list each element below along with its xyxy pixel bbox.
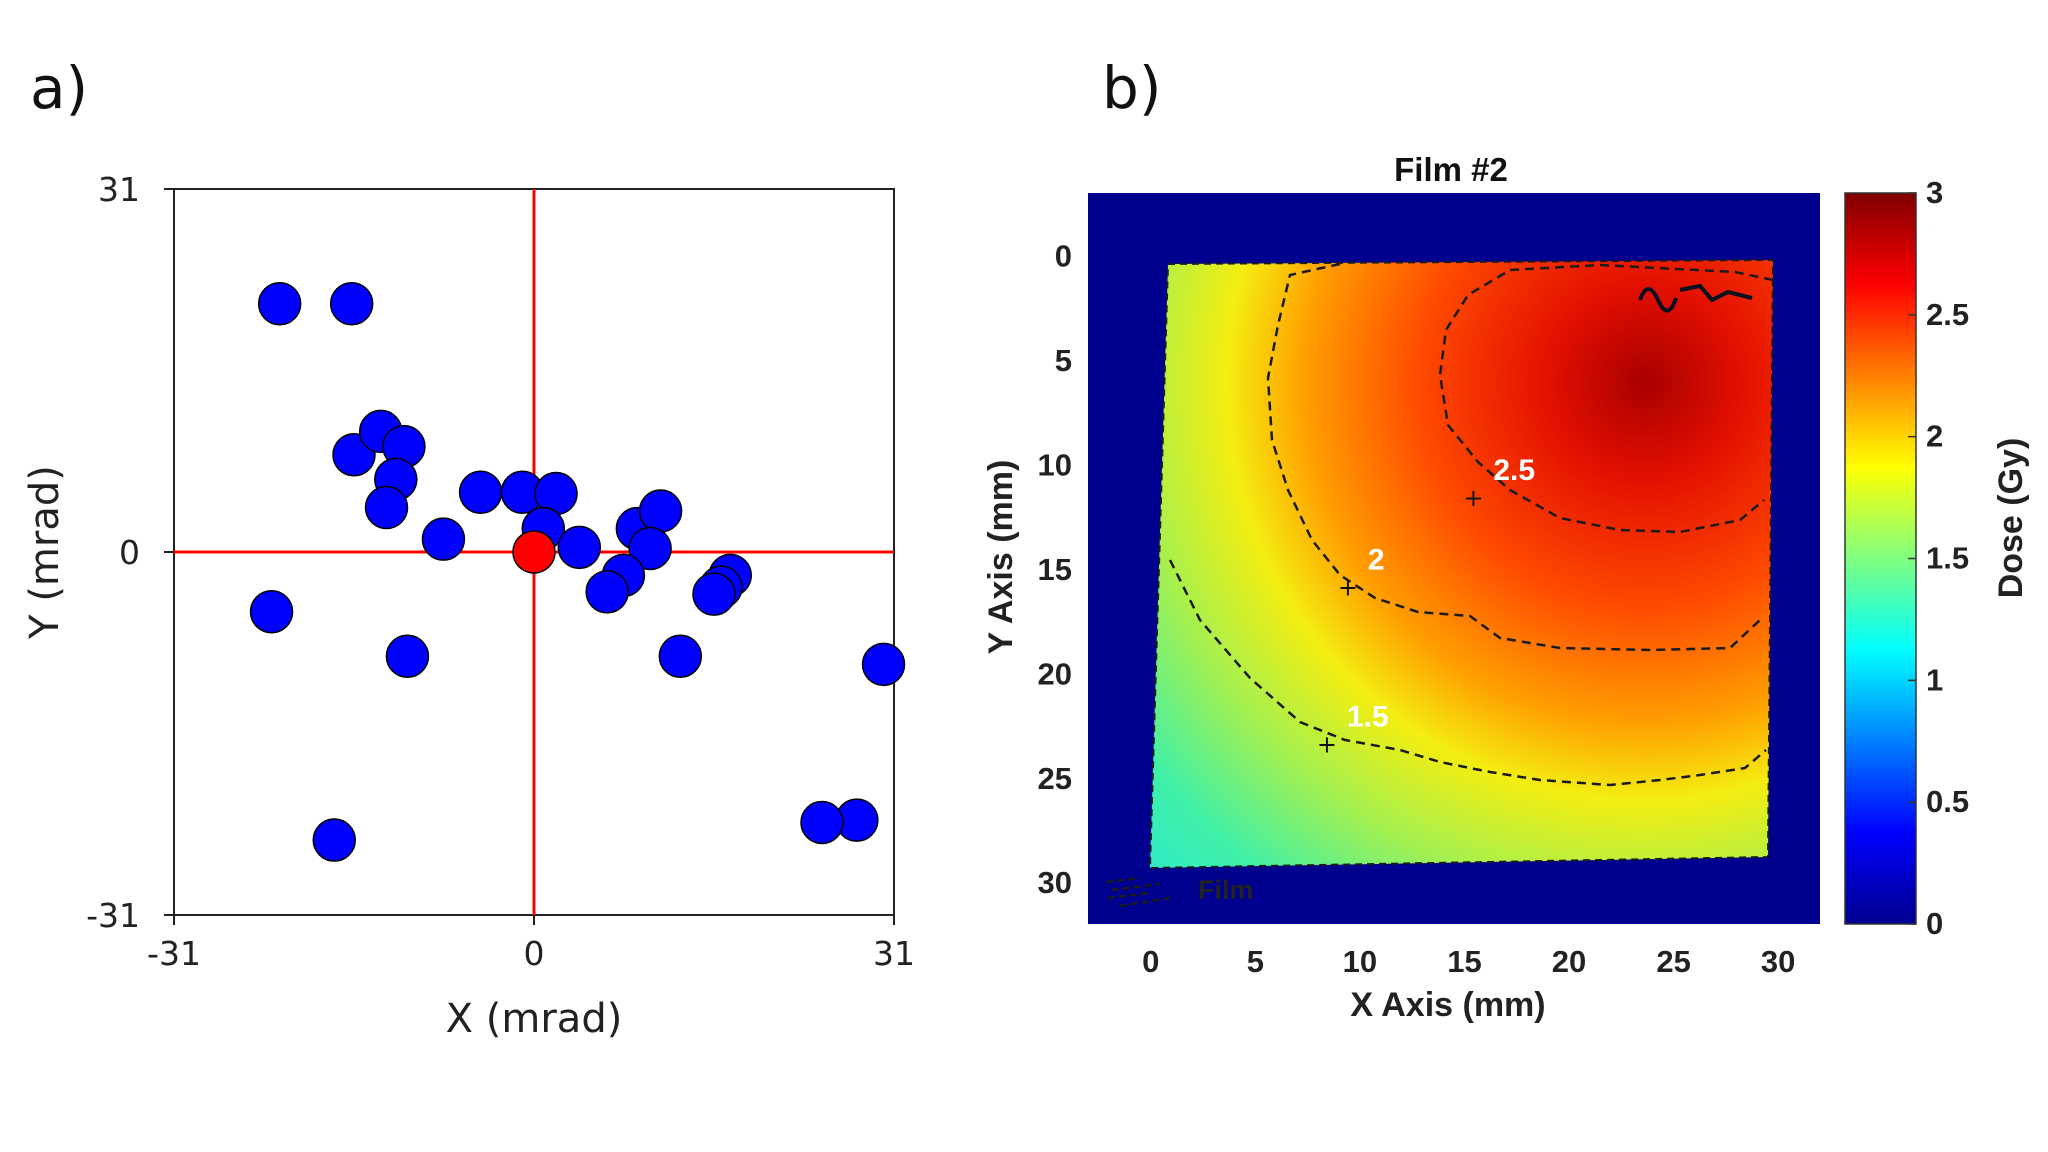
scatter-point-7: [364, 485, 409, 530]
b-ytick-label: 10: [1038, 448, 1072, 483]
film-dose-map: [1150, 260, 1773, 868]
scatter-point-23: [249, 589, 294, 634]
scatter-point-28: [861, 642, 906, 687]
scatter-point-16: [628, 526, 672, 571]
scatter-point-24: [385, 634, 430, 678]
colorbar-label: Dose (Gy): [1992, 438, 2030, 599]
colorbar-tick-label: 0.5: [1926, 784, 1969, 819]
a-xtick-label: -31: [147, 934, 201, 973]
scatter-point-13: [557, 525, 602, 570]
a-ytick-label: 31: [98, 170, 140, 209]
a-xlabel: X (mrad): [446, 996, 623, 1042]
a-xtick-label: 31: [873, 934, 915, 973]
panel-a-label: a): [30, 54, 88, 122]
legend-line-sample: [1105, 876, 1171, 908]
b-ytick-label: 5: [1055, 343, 1072, 378]
b-xtick-label: 15: [1447, 944, 1481, 979]
origin-point: [512, 530, 556, 574]
b-xtick-label: 10: [1343, 944, 1377, 979]
colorbar-tick-label: 1: [1926, 662, 1943, 697]
b-xtick-label: 20: [1552, 944, 1586, 979]
panel-b-heatmap: Film #2 +2.5+2+1.5 Film 0 5 10 15 20 25 300510…: [982, 151, 2030, 1024]
b-xlabel: X Axis (mm): [1350, 986, 1545, 1024]
contour-marker-2: +: [1338, 574, 1358, 602]
contour-line-1.5: [1168, 559, 1767, 787]
scatter-point-1: [257, 282, 302, 326]
colorbar-tick-label: 3: [1926, 175, 1943, 210]
colorbar-tick-label: 1.5: [1926, 541, 1969, 576]
colorbar-tick-label: 2: [1926, 419, 1943, 454]
contour-label-2.5: 2.5: [1493, 454, 1535, 487]
colorbar: [1844, 192, 1917, 925]
scatter-point-27: [800, 800, 844, 845]
scatter-point-15: [638, 489, 683, 533]
a-xtick-label: 0: [524, 934, 545, 973]
scatter-point-25: [312, 818, 357, 862]
b-ytick-label: 20: [1038, 656, 1072, 691]
scatter-point-9: [458, 470, 503, 515]
contour-marker-1.5: +: [1317, 730, 1337, 758]
b-xtick-label: 5: [1247, 944, 1264, 979]
scatter-point-21: [692, 572, 736, 616]
b-xtick-label: 25: [1656, 944, 1690, 979]
a-ylabel: Y (mrad): [22, 465, 68, 640]
contour-label-1.5: 1.5: [1347, 700, 1389, 733]
legend: Film: [1105, 875, 1254, 908]
b-ytick-label: 30: [1038, 865, 1072, 900]
b-ytick-label: 25: [1038, 761, 1072, 796]
contour-line-2: [1266, 262, 1761, 652]
b-ytick-label: 15: [1038, 552, 1072, 587]
film-marker-scribble: [1638, 283, 1753, 313]
b-xtick-label: 30: [1761, 944, 1795, 979]
b-xtick-label: 0: [1142, 944, 1159, 979]
panel-b-label: b): [1102, 54, 1161, 122]
contour-marker-2.5: +: [1463, 484, 1483, 512]
legend-entry-film: Film: [1198, 875, 1254, 905]
panel-a-scatter: -31 0 31 31 0 -31 X (mrad) Y (mrad): [22, 170, 915, 1042]
b-ytick-label: 0: [1055, 239, 1072, 274]
scatter-point-18: [585, 570, 629, 614]
contour-label-2: 2: [1368, 544, 1385, 577]
scatter-point-2: [329, 282, 374, 326]
b-title: Film #2: [1394, 151, 1508, 188]
contour-line-2.5: [1438, 263, 1774, 534]
film-edge-contour: [1148, 258, 1775, 870]
a-ytick-label: 0: [119, 533, 140, 572]
scatter-point-22: [658, 634, 703, 678]
a-ytick-label: -31: [86, 896, 140, 935]
scatter-point-8: [421, 517, 466, 561]
b-ylabel: Y Axis (mm): [982, 460, 1020, 655]
colorbar-tick-label: 0: [1926, 906, 1943, 941]
colorbar-tick-label: 2.5: [1926, 297, 1969, 332]
